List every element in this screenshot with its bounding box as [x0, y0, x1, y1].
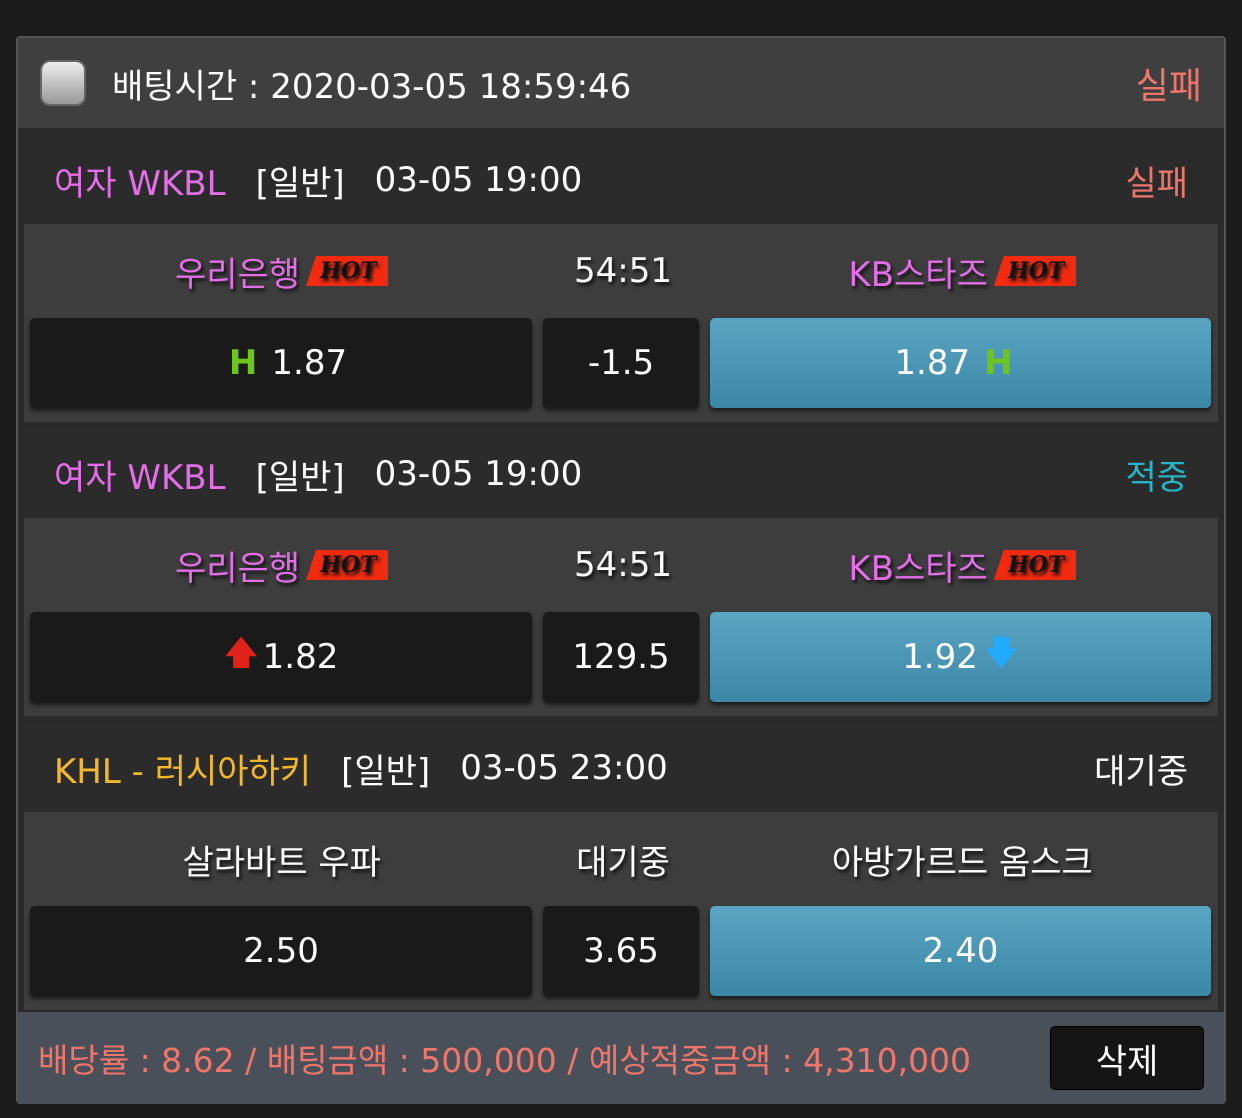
arrow-up-icon: 🡅 [223, 632, 259, 673]
home-team: 살라바트 우파 [182, 842, 381, 883]
bet-type: [일반] [255, 163, 345, 204]
bet-item: 여자 WKBL [일반] 03-05 19:00 적중 우리은행 HOT 54:5… [24, 430, 1218, 716]
draw-odds-button[interactable]: 3.65 [543, 906, 699, 996]
home-odds: 1.82 [262, 637, 339, 677]
away-odds: 1.87 [894, 343, 971, 383]
line-button[interactable]: -1.5 [543, 318, 699, 408]
bet-type: [일반] [255, 457, 345, 498]
handicap-icon: H [984, 343, 1013, 383]
league: 여자 WKBL [54, 163, 226, 204]
bet-status: 적중 [1125, 457, 1188, 498]
bet-slip-panel: 배팅시간 : 2020-03-05 18:59:46 실패 여자 WKBL [일… [16, 36, 1226, 1104]
arrow-down-icon: 🡇 [983, 632, 1019, 673]
score: 54:51 [574, 251, 672, 291]
game-time: 03-05 23:00 [460, 748, 668, 788]
select-checkbox[interactable] [40, 60, 86, 106]
away-team: KB스타즈 [848, 254, 988, 295]
league: 여자 WKBL [54, 457, 226, 498]
over-odds-button[interactable]: 🡅 1.82 [30, 612, 532, 702]
home-team: 우리은행 [174, 254, 301, 295]
bet-status: 실패 [1125, 163, 1188, 204]
away-odds-button[interactable]: 1.87 H [710, 318, 1211, 408]
draw-label: 대기중 [576, 842, 670, 883]
bet-item: 여자 WKBL [일반] 03-05 19:00 실패 우리은행 HOT 54:5… [24, 136, 1218, 422]
home-odds: 1.87 [271, 343, 348, 383]
game-time: 03-05 19:00 [374, 160, 583, 200]
bet-type: [일반] [341, 751, 431, 792]
bet-time: 배팅시간 : 2020-03-05 18:59:46 [112, 66, 632, 107]
hot-badge: HOT [993, 256, 1077, 286]
bet-summary-bar: 배당률 : 8.62 / 배팅금액 : 500,000 / 예상적중금액 : 4… [18, 1012, 1224, 1104]
delete-button[interactable]: 삭제 [1050, 1026, 1204, 1090]
away-odds: 1.92 [902, 637, 978, 677]
league: KHL - 러시아하키 [54, 751, 312, 792]
bet-header: 배팅시간 : 2020-03-05 18:59:46 실패 [18, 38, 1224, 128]
away-team: 아방가르드 옴스크 [831, 842, 1093, 883]
line-button[interactable]: 129.5 [543, 612, 699, 702]
bet-summary: 배당률 : 8.62 / 배팅금액 : 500,000 / 예상적중금액 : 4… [38, 1041, 972, 1080]
away-odds-button[interactable]: 2.40 [710, 906, 1211, 996]
score: 54:51 [574, 545, 672, 585]
home-team: 우리은행 [174, 548, 301, 589]
hot-badge: HOT [306, 550, 389, 580]
game-time: 03-05 19:00 [374, 454, 583, 494]
hot-badge: HOT [993, 550, 1077, 580]
bet-item: KHL - 러시아하키 [일반] 03-05 23:00 대기중 살라바트 우파… [24, 724, 1218, 1010]
home-odds-button[interactable]: H 1.87 [30, 318, 532, 408]
overall-status: 실패 [1135, 66, 1202, 107]
under-odds-button[interactable]: 1.92 🡇 [710, 612, 1211, 702]
away-team: KB스타즈 [848, 548, 988, 589]
hot-badge: HOT [306, 256, 389, 286]
handicap-icon: H [228, 343, 258, 383]
bet-status: 대기중 [1094, 751, 1188, 792]
home-odds-button[interactable]: 2.50 [30, 906, 532, 996]
